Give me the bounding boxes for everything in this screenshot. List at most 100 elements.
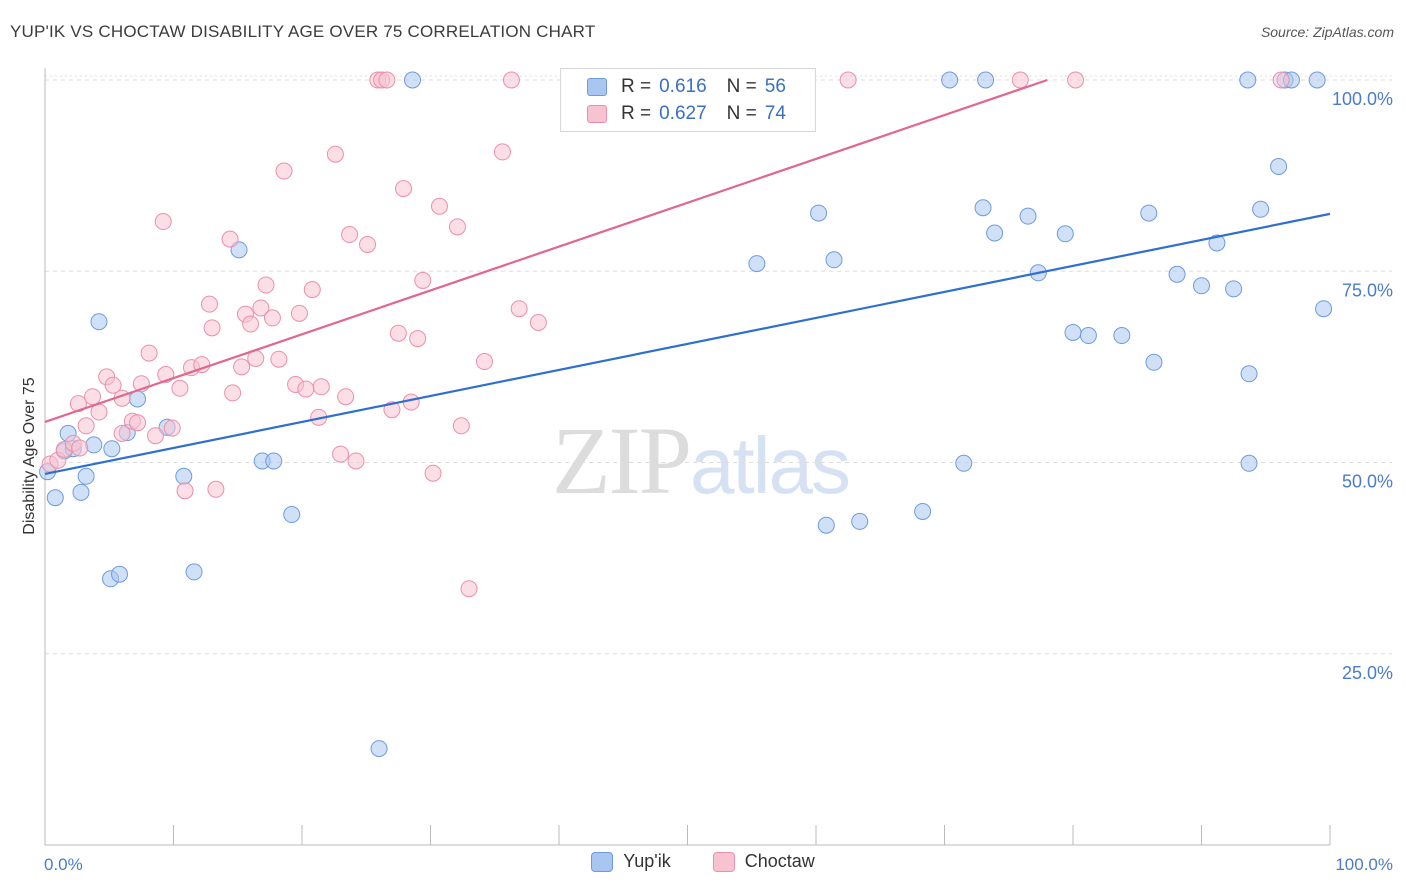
point-yupik xyxy=(1056,225,1074,243)
point-yupik xyxy=(1315,300,1333,318)
y-tick-label: 50.0% xyxy=(1342,472,1393,492)
stats-legend-n-value: 74 xyxy=(764,103,786,124)
point-yupik xyxy=(1168,265,1186,283)
y-tick-label: 100.0% xyxy=(1332,89,1393,109)
stats-legend-swatch-yupik xyxy=(587,78,607,96)
point-choctaw xyxy=(395,180,413,198)
point-choctaw xyxy=(290,304,308,322)
point-yupik xyxy=(914,502,932,520)
point-yupik xyxy=(986,224,1004,242)
watermark-zip: ZIP xyxy=(552,407,692,514)
point-choctaw xyxy=(233,358,251,376)
watermark-atlas: atlas xyxy=(690,421,851,510)
legend-label-choctaw: Choctaw xyxy=(744,851,815,871)
stats-legend-row-yupik: R = 0.616 N = 56 xyxy=(587,74,786,100)
point-choctaw xyxy=(839,71,857,89)
point-yupik xyxy=(1208,234,1226,252)
point-yupik xyxy=(1079,327,1097,345)
point-choctaw xyxy=(104,376,122,394)
point-yupik xyxy=(810,204,828,222)
point-yupik xyxy=(955,454,973,472)
stats-legend-n-label: N = xyxy=(726,103,757,124)
watermark: ZIPatlas xyxy=(552,405,851,516)
point-yupik xyxy=(72,483,90,501)
point-yupik xyxy=(851,512,869,530)
point-choctaw xyxy=(452,417,470,435)
point-choctaw xyxy=(332,445,350,463)
point-yupik xyxy=(1145,353,1163,371)
point-choctaw xyxy=(510,300,528,318)
point-yupik xyxy=(404,71,422,89)
stats-legend-row-choctaw: R = 0.627 N = 74 xyxy=(587,101,786,127)
stats-legend-n-label: N = xyxy=(726,76,757,97)
trendline-choctaw xyxy=(44,78,1048,423)
y-tick-label: 75.0% xyxy=(1342,280,1393,300)
point-choctaw xyxy=(163,419,181,437)
legend-item-choctaw[interactable]: Choctaw xyxy=(712,851,815,872)
point-yupik xyxy=(175,467,193,485)
point-yupik xyxy=(1064,323,1082,341)
point-choctaw xyxy=(529,314,547,332)
point-choctaw xyxy=(341,226,359,244)
point-choctaw xyxy=(263,309,281,327)
point-choctaw xyxy=(359,235,377,253)
point-yupik xyxy=(1193,277,1210,295)
point-choctaw xyxy=(154,213,172,231)
point-choctaw xyxy=(252,299,270,317)
point-yupik xyxy=(185,563,203,581)
point-choctaw xyxy=(1272,71,1290,89)
point-choctaw xyxy=(337,388,355,406)
point-choctaw xyxy=(347,452,365,470)
x-tick-label: 0.0% xyxy=(44,855,83,874)
point-choctaw xyxy=(242,315,260,333)
legend-item-yupik[interactable]: Yup'ik xyxy=(591,851,671,872)
point-choctaw xyxy=(475,353,493,371)
point-choctaw xyxy=(257,276,275,294)
point-yupik xyxy=(825,251,843,269)
point-yupik xyxy=(90,313,108,331)
stats-legend-r-label: R = xyxy=(621,103,652,124)
point-yupik xyxy=(370,740,388,758)
point-yupik xyxy=(1308,71,1326,89)
legend-swatch-choctaw xyxy=(712,851,735,872)
point-yupik xyxy=(1270,157,1288,175)
y-tick-label: 25.0% xyxy=(1342,663,1393,683)
point-choctaw xyxy=(448,218,466,236)
point-yupik xyxy=(111,565,129,583)
point-choctaw xyxy=(1011,71,1029,89)
point-choctaw xyxy=(113,424,131,442)
point-choctaw xyxy=(203,319,221,337)
point-choctaw xyxy=(414,271,432,289)
stats-legend-r-label: R = xyxy=(621,76,652,97)
point-choctaw xyxy=(171,379,189,397)
point-choctaw xyxy=(430,197,448,215)
chart-source: Source: ZipAtlas.com xyxy=(1260,24,1394,40)
point-choctaw xyxy=(207,480,225,498)
point-yupik xyxy=(748,255,766,273)
point-choctaw xyxy=(200,295,218,313)
point-yupik xyxy=(1019,207,1037,225)
point-yupik xyxy=(974,199,992,217)
point-choctaw xyxy=(424,464,442,482)
point-yupik xyxy=(265,452,283,470)
point-yupik xyxy=(283,506,301,524)
point-choctaw xyxy=(176,482,194,500)
legend-swatch-yupik xyxy=(591,851,614,872)
point-yupik xyxy=(817,516,835,534)
point-choctaw xyxy=(71,439,89,457)
point-yupik xyxy=(85,436,103,454)
point-choctaw xyxy=(275,162,293,180)
x-tick-label: 100.0% xyxy=(1335,855,1393,874)
stats-legend-swatch-choctaw xyxy=(587,105,607,123)
stats-legend-r-value: 0.627 xyxy=(659,103,707,124)
series-legend: Yup'ik Choctaw xyxy=(0,851,1406,872)
point-choctaw xyxy=(270,350,288,368)
legend-label-yupik: Yup'ik xyxy=(623,851,671,871)
point-choctaw xyxy=(140,344,158,362)
point-choctaw xyxy=(312,378,330,396)
point-choctaw xyxy=(383,401,401,419)
point-choctaw xyxy=(147,427,165,445)
point-yupik xyxy=(1252,200,1270,218)
point-choctaw xyxy=(493,143,511,161)
